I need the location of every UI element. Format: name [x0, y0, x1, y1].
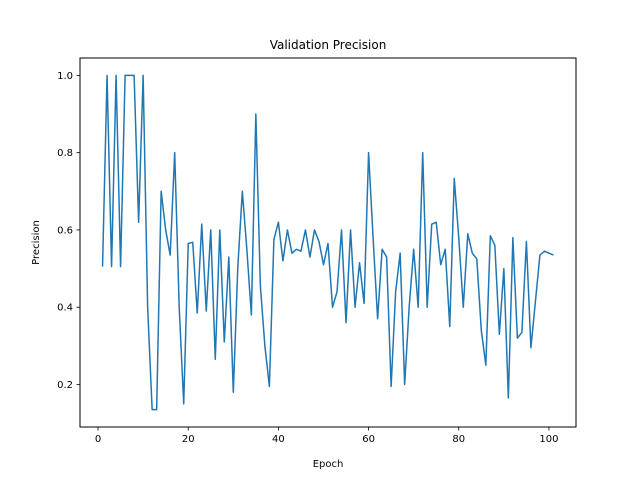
x-tick-label: 0	[95, 434, 101, 445]
y-tick-label: 0.4	[57, 303, 73, 314]
x-axis-label: Epoch	[313, 459, 344, 470]
x-axis: 0 20 40 60 80 100	[95, 427, 558, 445]
x-tick-label: 20	[182, 434, 195, 445]
y-tick-label: 1.0	[57, 71, 73, 82]
y-axis-label: Precision	[31, 220, 42, 265]
plot-area	[101, 74, 554, 411]
y-tick-label: 0.2	[57, 380, 73, 391]
x-tick-label: 100	[539, 434, 558, 445]
y-tick-label: 0.6	[57, 225, 73, 236]
chart-title: Validation Precision	[270, 38, 387, 52]
x-tick-label: 60	[362, 434, 375, 445]
y-tick-label: 0.8	[57, 148, 73, 159]
x-tick-label: 80	[452, 434, 465, 445]
axes-frame	[79, 57, 577, 428]
series-line-0	[101, 74, 554, 411]
y-axis: 0.2 0.4 0.6 0.8 1.0	[57, 71, 80, 391]
x-tick-label: 40	[272, 434, 285, 445]
